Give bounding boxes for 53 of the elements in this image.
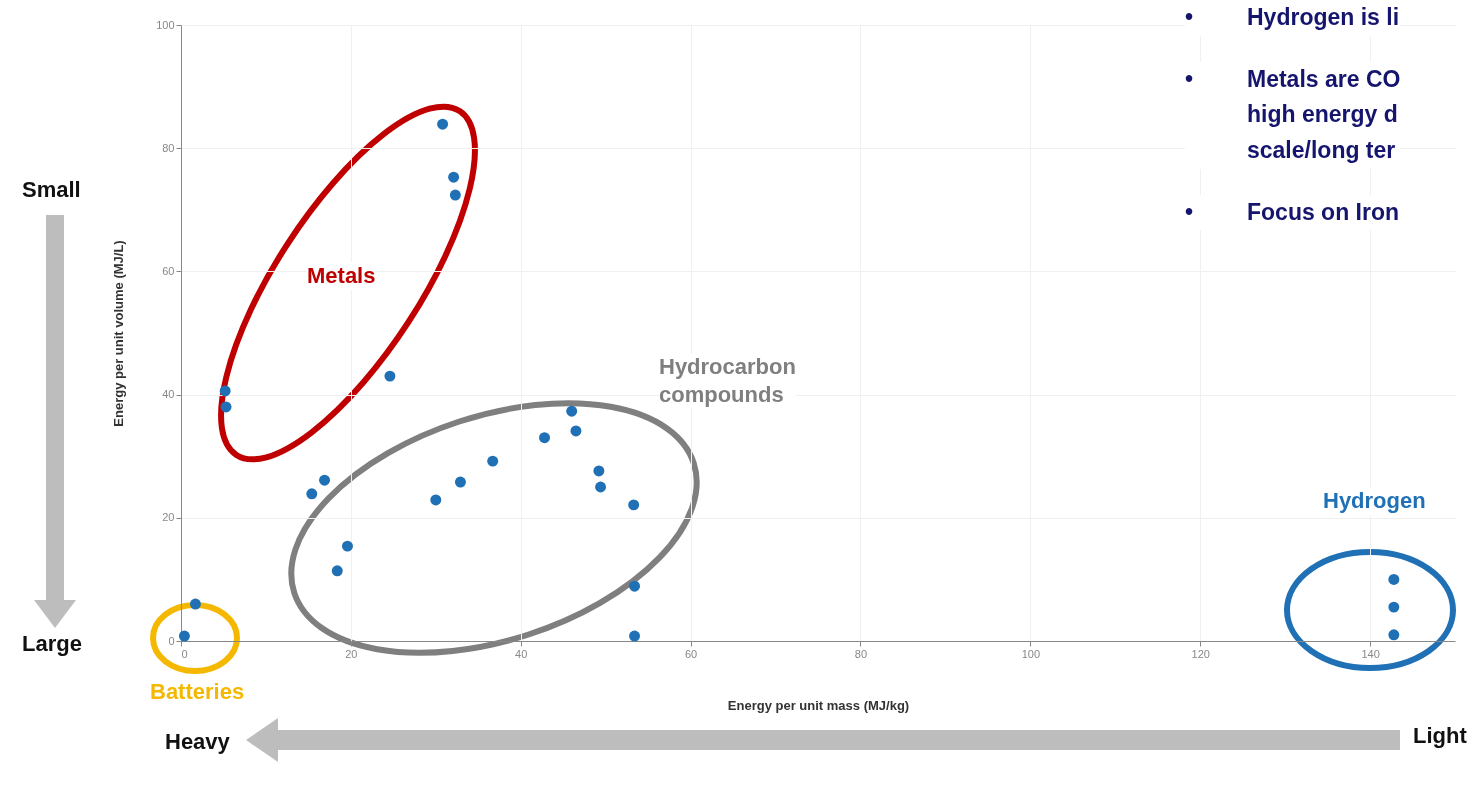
- x-tick-label: 20: [345, 647, 358, 660]
- text: Small: [22, 176, 81, 204]
- annotation: Metals: [307, 262, 376, 290]
- point: [570, 425, 582, 437]
- text: Large: [22, 630, 82, 658]
- annotation: Hydrogen: [1323, 487, 1426, 515]
- x-tick-label: 40: [515, 647, 528, 660]
- point: [384, 370, 396, 382]
- point: [219, 385, 231, 397]
- text: Heavy: [165, 728, 230, 756]
- point: [220, 401, 232, 413]
- point: [1388, 629, 1400, 641]
- point: [1388, 573, 1400, 585]
- x-tick-label: 100: [1021, 647, 1041, 660]
- point: [178, 630, 190, 642]
- point: [487, 455, 499, 467]
- point: [319, 474, 331, 486]
- point: [341, 540, 353, 552]
- point: [331, 565, 343, 577]
- point: [629, 580, 641, 592]
- point: [448, 171, 460, 183]
- point: [566, 405, 578, 417]
- annotation: Hydrocarbon compounds: [659, 353, 796, 408]
- y-tick-label: 100: [156, 18, 175, 31]
- annotation: • Metals are CO high energy d scale/long ter: [1185, 61, 1401, 169]
- x-tick-label: 60: [684, 647, 698, 660]
- y-tick-label: 60: [162, 264, 175, 277]
- x-tick-label: 80: [854, 647, 868, 660]
- y-axis-title: Energy per unit volume (MJ/L): [111, 240, 127, 427]
- y-tick-label: 80: [162, 141, 175, 154]
- point: [595, 481, 607, 493]
- point: [1388, 601, 1400, 613]
- x-tick-label: 140: [1361, 647, 1380, 660]
- text: Light: [1413, 722, 1467, 750]
- annotation: • Focus on Iron: [1185, 194, 1401, 231]
- point: [593, 465, 605, 477]
- point: [449, 189, 461, 201]
- point: [629, 630, 641, 642]
- text: Batteries: [150, 678, 245, 706]
- x-tick-label: 120: [1191, 647, 1210, 660]
- point: [430, 494, 442, 506]
- x-axis-title: Energy per unit mass (MJ/kg): [727, 697, 910, 713]
- annotation: • Hydrogen is li: [1185, 0, 1401, 36]
- y-tick-label: 0: [168, 634, 175, 647]
- point: [437, 118, 449, 130]
- point: [454, 476, 466, 488]
- x-tick-label: 0: [181, 647, 188, 660]
- point: [628, 499, 640, 511]
- y-tick-label: 20: [162, 511, 175, 524]
- point: [539, 432, 550, 444]
- point: [306, 488, 318, 500]
- y-tick-label: 40: [162, 388, 175, 401]
- point: [189, 598, 201, 610]
